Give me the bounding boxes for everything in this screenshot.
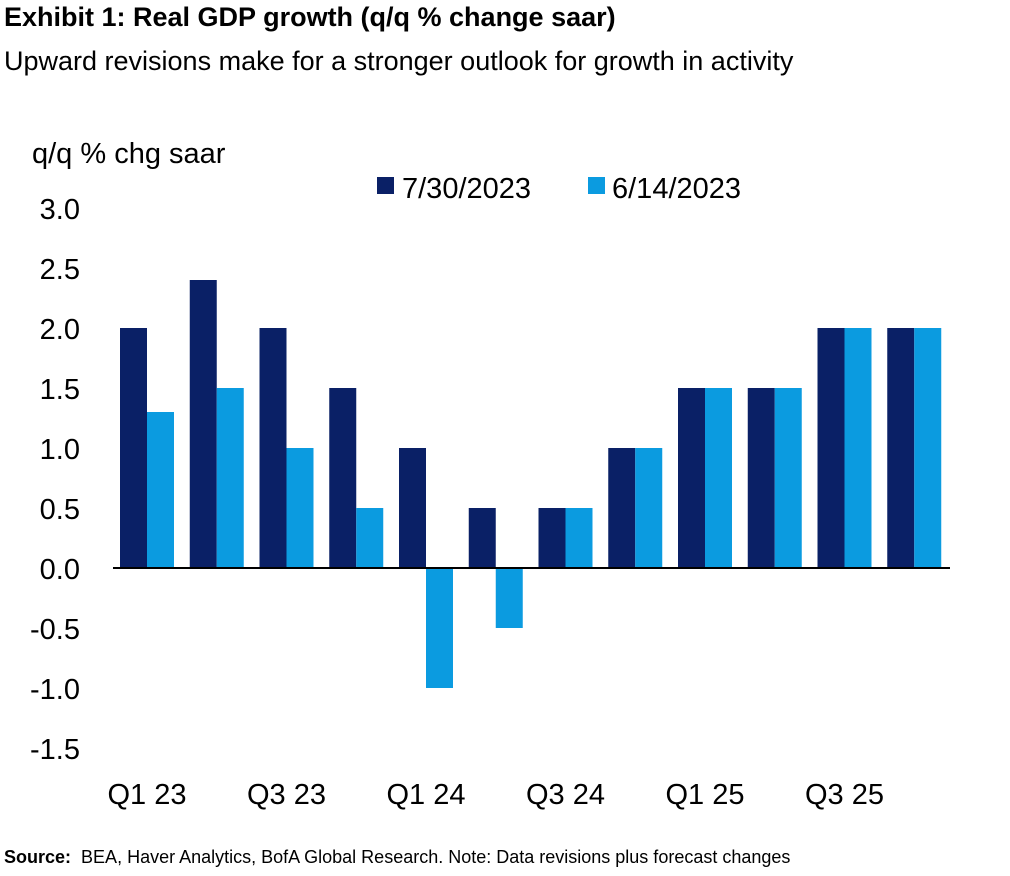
y-axis-label: q/q % chg saar [32,138,226,170]
bar-series-2 [635,448,663,568]
legend-swatch-2 [588,177,605,194]
legend-label-1: 7/30/2023 [402,173,531,205]
bar-series-1 [747,388,775,568]
bar-series-2 [356,508,384,568]
bar-series-2 [426,568,453,688]
bar-series-1 [259,328,287,568]
x-tick-label: Q3 25 [805,779,884,811]
bar-series-1 [120,328,147,568]
y-tick-label: -0.5 [30,614,80,646]
bar-series-1 [678,388,705,568]
x-tick-label: Q1 23 [108,779,187,811]
legend-swatch-1 [377,177,394,194]
bar-series-2 [705,388,732,568]
x-tick-label: Q1 25 [666,779,745,811]
bar-series-2 [216,388,244,568]
y-tick-label: 2.5 [40,254,80,286]
source-label: Source: [4,847,72,867]
x-tick-label: Q3 23 [247,779,326,811]
bar-series-1 [887,328,915,568]
legend-label-2: 6/14/2023 [612,173,741,205]
y-tick-label: 1.0 [40,434,80,466]
bar-series-1 [538,508,566,568]
bar-series-2 [565,508,593,568]
bar-series-1 [329,388,357,568]
y-tick-label: 1.5 [40,374,80,406]
bar-series-2 [147,412,174,568]
bar-series-2 [286,448,314,568]
y-tick-label: -1.5 [30,734,80,766]
bar-series-1 [608,448,636,568]
x-tick-label: Q1 24 [387,779,466,811]
bar-series-2 [774,388,802,568]
bar-series-2 [844,328,872,568]
chart-title: Exhibit 1: Real GDP growth (q/q % change… [4,2,616,32]
source-text: BEA, Haver Analytics, BofA Global Resear… [81,847,791,867]
source-note: Source: BEA, Haver Analytics, BofA Globa… [4,847,790,868]
y-tick-label: 2.0 [40,314,80,346]
y-tick-label: 0.0 [40,554,80,586]
y-tick-label: 0.5 [40,494,80,526]
bar-series-2 [914,328,942,568]
bar-series-1 [399,448,426,568]
bar-series-1 [189,280,217,568]
y-tick-label: 3.0 [40,194,80,226]
bar-series-1 [468,508,496,568]
chart-subtitle: Upward revisions make for a stronger out… [4,46,794,76]
bar-series-1 [817,328,845,568]
x-tick-label: Q3 24 [526,779,605,811]
bar-series-2 [495,568,523,628]
y-tick-label: -1.0 [30,674,80,706]
